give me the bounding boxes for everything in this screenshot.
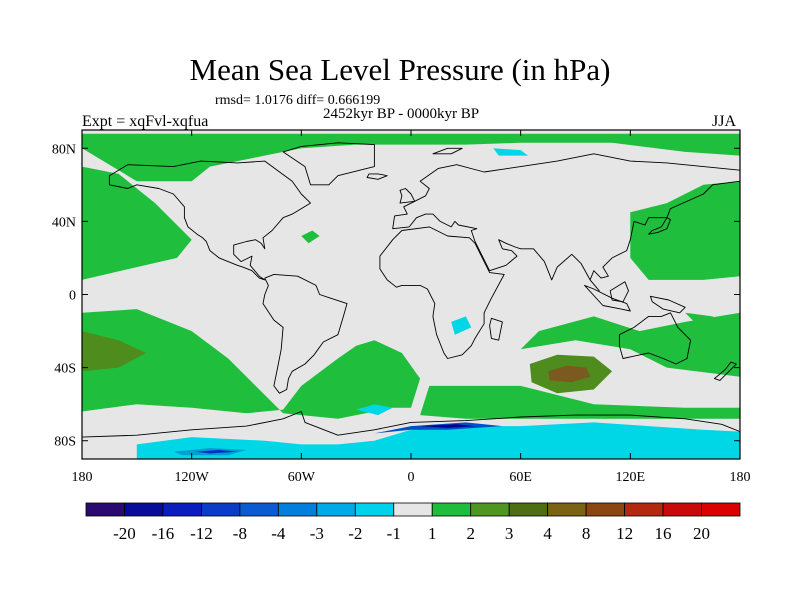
colorbar-label: -16 xyxy=(152,524,175,543)
colorbar-label: 16 xyxy=(655,524,672,543)
coastline-britain xyxy=(399,188,416,204)
lon-tick-label: 60E xyxy=(509,470,532,485)
colorbar-label: -3 xyxy=(310,524,324,543)
field-green-north-pacific-west xyxy=(82,166,192,280)
colorbar-swatch xyxy=(547,502,587,517)
chart-title: Mean Sea Level Pressure (in hPa) xyxy=(189,52,611,87)
lat-tick-label: 80S xyxy=(54,435,76,450)
field-brown-indian-ocean-core xyxy=(548,365,591,383)
stats-text: rmsd= 1.0176 diff= 0.666199 xyxy=(215,93,381,108)
colorbar-label: 4 xyxy=(543,524,552,543)
experiment-label: Expt = xqFvl-xqfua xyxy=(82,113,209,130)
lat-tick-label: 40N xyxy=(52,215,76,230)
colorbar-swatch xyxy=(316,502,356,517)
colorbar-swatch xyxy=(85,502,125,517)
lat-tick-label: 40S xyxy=(54,362,76,377)
colorbar-label: -8 xyxy=(233,524,247,543)
colorbar-swatch xyxy=(162,502,202,517)
lon-tick-label: 120W xyxy=(175,470,210,485)
colorbar-swatch xyxy=(701,502,741,517)
coastline-indonesia xyxy=(584,284,631,312)
field-navy-antarctic-coast-core xyxy=(420,424,475,428)
field-cyan-arctic-spot xyxy=(493,148,528,156)
coastline-eurasia xyxy=(392,153,740,292)
map-axes: 80N 40N 0 40S 80S 180 120W 60W 0 60E 120E 180 xyxy=(52,130,751,485)
lon-tick-label: 60W xyxy=(288,470,316,485)
colorbar-swatch xyxy=(277,502,318,517)
colorbar-swatch xyxy=(431,502,472,517)
colorbar-swatch xyxy=(201,502,241,517)
colorbar-swatch xyxy=(354,502,395,517)
field-cyan-africa-spot xyxy=(451,316,472,335)
colorbar-swatch xyxy=(393,502,433,517)
field-cyan-antarctic-belt xyxy=(136,422,740,459)
field-green-indian-ocean xyxy=(520,312,740,377)
coastline-africa xyxy=(379,226,505,359)
colorbar: -20 -16 -12 -8 -4 -3 -2 -1 1 2 3 4 8 12 16 20 xyxy=(85,502,741,543)
colorbar-label: -2 xyxy=(348,524,362,543)
coastline-new-guinea xyxy=(649,295,686,314)
colorbar-swatch xyxy=(124,502,164,517)
coastline-madagascar xyxy=(489,317,503,341)
coastline-south-america xyxy=(262,273,348,394)
field-olive-south-pacific xyxy=(82,331,146,372)
coastline-layer xyxy=(82,142,740,459)
colorbar-label: -4 xyxy=(271,524,286,543)
colorbar-label: -12 xyxy=(190,524,213,543)
pressure-field-layer xyxy=(82,130,740,459)
colorbar-swatch xyxy=(470,502,510,517)
field-blue-antarctic-coast xyxy=(374,422,503,434)
coastline-borneo xyxy=(609,281,629,303)
coastline-svalbard xyxy=(432,147,463,155)
colorbar-swatch xyxy=(662,502,702,517)
lon-tick-label: 120E xyxy=(616,470,646,485)
season-label: JJA xyxy=(712,113,737,130)
coastline-japan xyxy=(648,217,671,235)
coastline-north-america xyxy=(108,160,311,281)
period-text: 2452kyr BP - 0000kyr BP xyxy=(323,106,480,122)
field-green-southern-belt xyxy=(82,309,421,419)
lon-tick-label: 180 xyxy=(72,470,93,485)
coastline-greenland xyxy=(282,142,375,186)
colorbar-label: 8 xyxy=(582,524,591,543)
field-blue-ross-low-core xyxy=(195,449,238,454)
colorbar-swatch xyxy=(585,502,625,517)
colorbar-label: 1 xyxy=(428,524,437,543)
colorbar-label: 20 xyxy=(693,524,710,543)
field-green-north-pacific-east xyxy=(630,181,740,280)
colorbar-label: 12 xyxy=(616,524,633,543)
colorbar-label: -1 xyxy=(387,524,401,543)
field-cyan-weddell-spot xyxy=(356,404,393,416)
field-green-south-atlantic-south xyxy=(420,385,740,419)
field-green-central-atlantic-blob xyxy=(301,230,320,244)
coastline-iceland xyxy=(366,173,388,180)
colorbar-swatch xyxy=(508,502,549,517)
coastline-new-zealand xyxy=(713,361,737,381)
colorbar-label: -20 xyxy=(113,524,136,543)
lat-tick-label: 80N xyxy=(52,142,76,157)
coastline-australia xyxy=(618,312,692,365)
colorbar-swatch xyxy=(239,502,279,517)
colorbar-label: 3 xyxy=(505,524,514,543)
colorbar-swatch xyxy=(624,502,664,517)
field-green-far-east-blob xyxy=(685,312,737,335)
colorbar-label: 2 xyxy=(466,524,475,543)
lon-tick-label: 180 xyxy=(730,470,751,485)
lon-tick-label: 0 xyxy=(408,470,415,485)
field-green-band-northern xyxy=(82,133,740,182)
coastline-antarctica xyxy=(82,411,740,459)
lat-tick-label: 0 xyxy=(69,289,76,304)
